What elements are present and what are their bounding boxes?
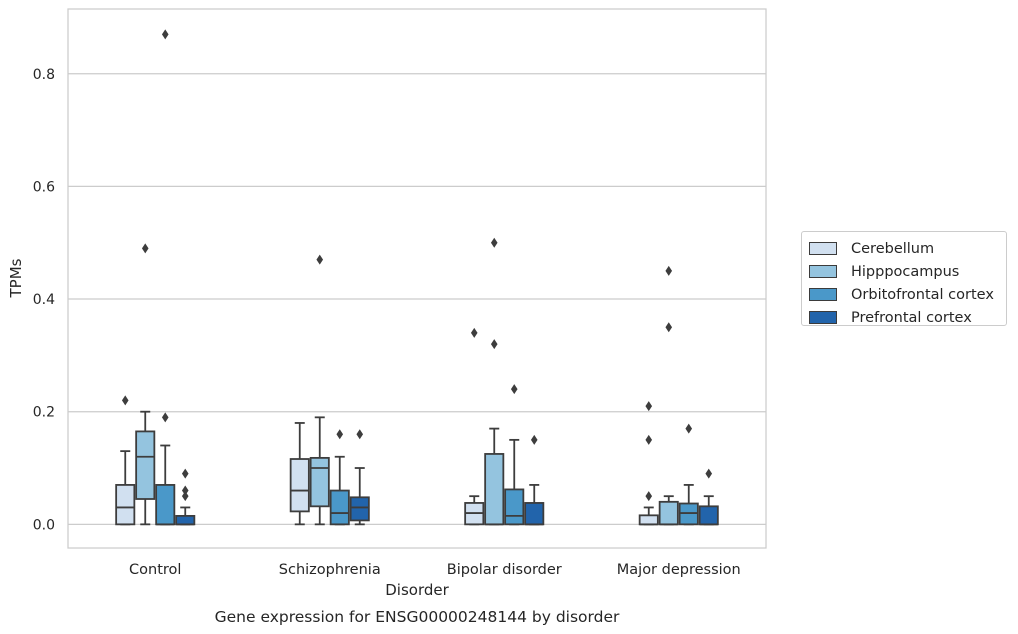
x-tick-labels: Control Schizophrenia Bipolar disorder Majo…: [129, 562, 741, 578]
box-cerebellum: [638, 401, 659, 526]
outlier-point: [530, 434, 538, 445]
outlier-point: [181, 485, 189, 496]
y-tick-label: 0.4: [33, 292, 55, 308]
box: [115, 484, 136, 526]
box-prefrontal-cortex: [524, 434, 545, 526]
outlier-point: [316, 254, 324, 265]
legend-item-cerebellum: Cerebellum: [809, 237, 1006, 260]
legend-label: Cerebellum: [851, 240, 935, 257]
legend-item-prefrontal-cortex: Prefrontal cortex: [809, 306, 1006, 329]
y-tick-label: 0.2: [33, 405, 55, 421]
legend-item-hippocampus: Hipppocampus: [809, 260, 1006, 283]
x-tick-label: Schizophrenia: [279, 562, 381, 578]
box-prefrontal-cortex: [349, 429, 370, 526]
box-orbitofrontal-cortex: [678, 423, 699, 526]
legend-item-orbitofrontal-cortex: Orbitofrontal cortex: [809, 283, 1006, 306]
box-hipppocampus: [484, 237, 505, 526]
box-orbitofrontal-cortex: [504, 384, 525, 526]
x-tick-label: Major depression: [617, 562, 741, 578]
y-axis-label: TPMs: [7, 258, 25, 298]
legend-swatch: [809, 242, 837, 255]
box: [504, 488, 525, 526]
outlier-point: [510, 384, 518, 395]
legend: Cerebellum Hipppocampus Orbitofrontal co…: [801, 231, 1007, 326]
plot-frame: [67, 8, 767, 549]
box-cerebellum: [289, 422, 310, 526]
box-prefrontal-cortex: [698, 468, 719, 526]
box-hipppocampus: [658, 265, 679, 526]
legend-label: Orbitofrontal cortex: [851, 286, 994, 303]
chart-title: Gene expression for ENSG00000248144 by d…: [215, 608, 620, 626]
outlier-point: [181, 491, 189, 502]
y-tick-label: 0.6: [33, 179, 55, 195]
legend-swatch: [809, 311, 837, 324]
box-cerebellum: [464, 327, 485, 526]
grid-lines: [68, 73, 766, 525]
box: [638, 514, 659, 526]
y-tick-label: 0.0: [33, 517, 55, 533]
box-hipppocampus: [309, 254, 330, 526]
y-tick-labels: 0.0 0.2 0.4 0.6 0.8: [33, 67, 55, 534]
outlier-point: [490, 237, 498, 248]
legend-label: Prefrontal cortex: [851, 309, 972, 326]
box: [349, 496, 370, 522]
x-axis-label: Disorder: [385, 581, 449, 599]
y-tick-label: 0.8: [33, 67, 55, 83]
outlier-point: [490, 339, 498, 350]
box-hipppocampus: [135, 243, 156, 526]
x-tick-label: Bipolar disorder: [447, 562, 562, 578]
outlier-point: [336, 429, 344, 440]
box-series-layer: [115, 29, 719, 526]
box-prefrontal-cortex: [175, 468, 196, 526]
outlier-point: [161, 29, 169, 40]
outlier-point: [645, 491, 653, 502]
box: [289, 458, 310, 513]
box: [698, 505, 719, 526]
outlier-point: [645, 434, 653, 445]
box-cerebellum: [115, 395, 136, 526]
outlier-point: [705, 468, 713, 479]
outlier-point: [665, 322, 673, 333]
legend-swatch: [809, 265, 837, 278]
x-tick-label: Control: [129, 562, 181, 578]
outlier-point: [470, 327, 478, 338]
outlier-point: [121, 395, 129, 406]
box: [484, 453, 505, 526]
box: [524, 502, 545, 526]
box: [175, 514, 196, 526]
box-orbitofrontal-cortex: [329, 429, 350, 526]
legend-swatch: [809, 288, 837, 301]
outlier-point: [161, 412, 169, 423]
box: [309, 456, 330, 508]
box: [135, 430, 156, 500]
legend-label: Hipppocampus: [851, 263, 960, 280]
outlier-point: [665, 265, 673, 276]
box: [329, 489, 350, 526]
outlier-point: [645, 401, 653, 412]
box: [658, 500, 679, 526]
outlier-point: [181, 468, 189, 479]
outlier-point: [685, 423, 693, 434]
outlier-point: [356, 429, 364, 440]
box-orbitofrontal-cortex: [155, 29, 176, 526]
outlier-point: [141, 243, 149, 254]
box: [155, 484, 176, 526]
